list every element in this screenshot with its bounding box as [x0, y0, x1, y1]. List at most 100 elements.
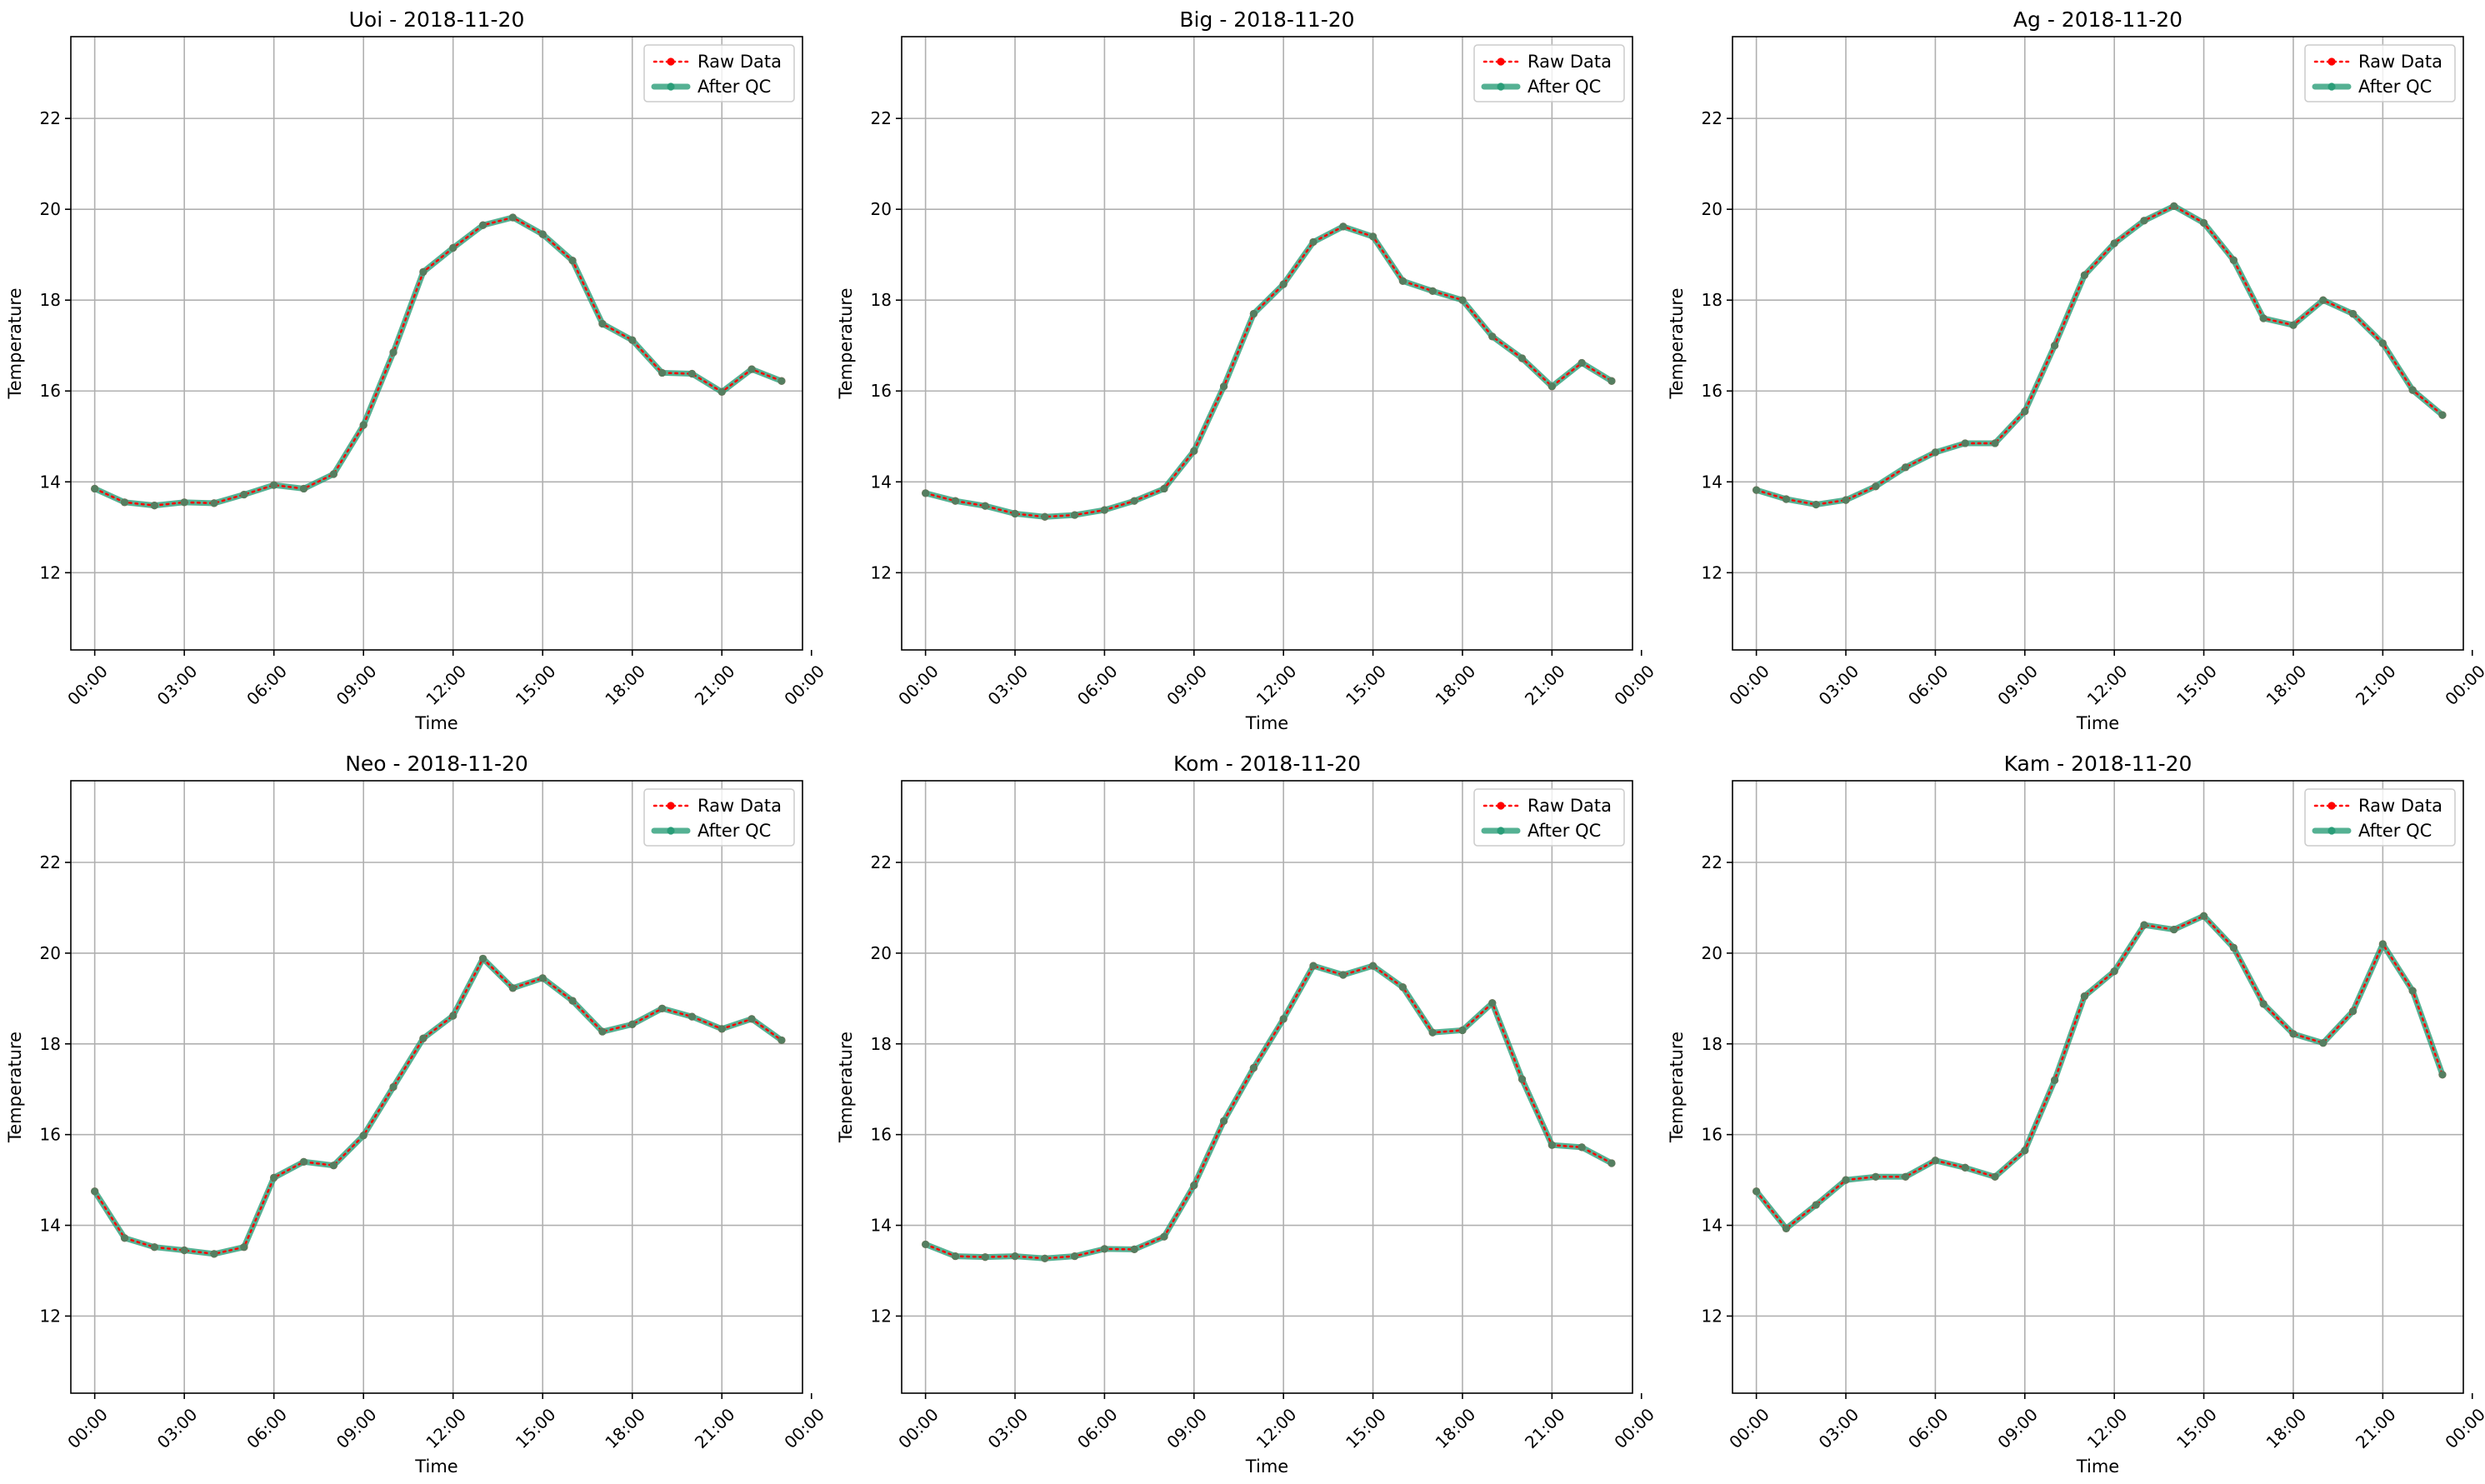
data-point-after-qc: [419, 1034, 428, 1042]
x-axis-label: Time: [1245, 713, 1288, 733]
x-tick-label: 21:00: [691, 1404, 739, 1452]
x-tick-label: 18:00: [1432, 1404, 1480, 1452]
data-point-after-qc: [1100, 506, 1109, 514]
x-tick-label: 09:00: [1162, 661, 1211, 709]
x-tick-label: 03:00: [984, 1404, 1032, 1452]
legend-label-raw-data: Raw Data: [2358, 796, 2442, 816]
data-point-after-qc: [1458, 296, 1467, 304]
x-tick-label: 21:00: [2352, 1404, 2400, 1452]
data-point-after-qc: [1608, 377, 1616, 385]
data-point-after-qc: [2199, 218, 2208, 227]
legend-marker-raw-data: [1497, 57, 1505, 66]
x-tick-label: 18:00: [601, 1404, 649, 1452]
y-tick-label: 18: [40, 1034, 61, 1054]
data-point-after-qc: [748, 365, 756, 373]
chart-title: Uoi - 2018-11-20: [349, 7, 525, 32]
y-tick-label: 22: [1702, 852, 1722, 872]
data-point-after-qc: [150, 502, 158, 510]
x-tick-label: 15:00: [2172, 1404, 2221, 1452]
x-tick-label: 00:00: [1610, 661, 1658, 709]
series-line-after-qc: [1753, 202, 2446, 508]
axes-frame: [70, 36, 803, 651]
data-point-after-qc: [1991, 439, 1999, 447]
legend-label-after-qc: After QC: [698, 77, 771, 97]
x-tick-label: 12:00: [1252, 1404, 1301, 1452]
data-point-after-qc: [1931, 448, 1940, 457]
y-tick-label: 16: [871, 381, 892, 401]
x-tick-label: 03:00: [1815, 661, 1863, 709]
data-point-after-qc: [2408, 386, 2417, 394]
data-point-after-qc: [2319, 1039, 2328, 1047]
axes-frame: [901, 780, 1633, 1394]
y-tick-label: 12: [1702, 562, 1722, 582]
data-point-after-qc: [1041, 512, 1049, 521]
x-tick-label: 00:00: [2441, 661, 2485, 709]
x-tick-label: 21:00: [691, 661, 739, 709]
y-tick-label: 12: [1702, 1306, 1722, 1326]
data-point-after-qc: [1488, 332, 1497, 341]
y-tick-label: 22: [40, 108, 61, 128]
data-point-after-qc: [922, 1240, 930, 1249]
series-line-raw-data: [93, 957, 783, 1256]
y-axis-label: Temperature: [836, 287, 856, 399]
data-point-after-qc: [538, 230, 547, 238]
data-point-after-qc: [91, 484, 99, 493]
data-point-after-qc: [1902, 1172, 1910, 1181]
x-axis-label: Time: [414, 1457, 458, 1477]
data-point-after-qc: [1398, 983, 1407, 992]
y-tick-label: 14: [1702, 1216, 1722, 1236]
data-point-after-qc: [1219, 382, 1228, 391]
data-point-after-qc: [598, 319, 607, 328]
data-point-after-qc: [1398, 277, 1407, 285]
data-point-after-qc: [778, 377, 786, 385]
data-point-after-qc: [2438, 411, 2447, 419]
chart-title: Kam - 2018-11-20: [2004, 752, 2192, 776]
data-point-after-qc: [598, 1027, 607, 1036]
legend-label-raw-data: Raw Data: [698, 52, 782, 72]
data-point-after-qc: [628, 336, 637, 344]
x-tick-label: 00:00: [1725, 661, 1773, 709]
data-point-after-qc: [1782, 1224, 1791, 1232]
y-tick-label: 16: [1702, 381, 1722, 401]
data-point-after-qc: [2110, 239, 2118, 247]
data-point-after-qc: [2289, 1030, 2298, 1038]
legend-label-after-qc: After QC: [2358, 821, 2432, 841]
data-point-after-qc: [1931, 1157, 1940, 1165]
data-point-after-qc: [1458, 1026, 1467, 1035]
y-tick-label: 18: [871, 1034, 892, 1054]
data-point-after-qc: [1518, 354, 1527, 362]
series-line-after-qc: [922, 223, 1615, 520]
x-tick-label: 09:00: [1993, 1404, 2042, 1452]
legend-label-after-qc: After QC: [1528, 77, 1601, 97]
y-axis-label: Temperature: [836, 1032, 856, 1143]
data-point-after-qc: [2170, 202, 2178, 210]
data-point-after-qc: [389, 1082, 398, 1092]
x-tick-label: 06:00: [242, 661, 291, 709]
data-point-after-qc: [1578, 358, 1586, 367]
y-tick-label: 20: [1702, 199, 1722, 219]
x-tick-label: 06:00: [1073, 1404, 1122, 1452]
x-axis-label: Time: [2076, 1457, 2119, 1477]
series-line-raw-data: [1755, 204, 2444, 506]
legend-marker-after-qc: [1497, 82, 1505, 91]
data-point-after-qc: [1608, 1159, 1616, 1167]
y-tick-label: 18: [1702, 1034, 1722, 1054]
data-point-after-qc: [1071, 1252, 1079, 1261]
data-point-after-qc: [1190, 1182, 1198, 1190]
x-tick-label: 00:00: [63, 1404, 112, 1452]
x-tick-label: 21:00: [2352, 661, 2400, 709]
y-tick-label: 14: [40, 472, 61, 492]
data-point-after-qc: [1842, 1176, 1850, 1184]
axes-frame: [70, 780, 803, 1394]
axes-frame: [1732, 36, 2464, 651]
x-tick-label: 15:00: [1342, 661, 1390, 709]
data-point-after-qc: [1368, 232, 1378, 241]
data-point-after-qc: [359, 421, 368, 429]
x-tick-label: 03:00: [153, 1404, 202, 1452]
legend-label-raw-data: Raw Data: [1528, 796, 1612, 816]
y-tick-label: 16: [1702, 1125, 1722, 1145]
data-point-after-qc: [120, 1234, 129, 1242]
data-point-after-qc: [1339, 222, 1348, 231]
data-point-after-qc: [1961, 439, 1969, 447]
